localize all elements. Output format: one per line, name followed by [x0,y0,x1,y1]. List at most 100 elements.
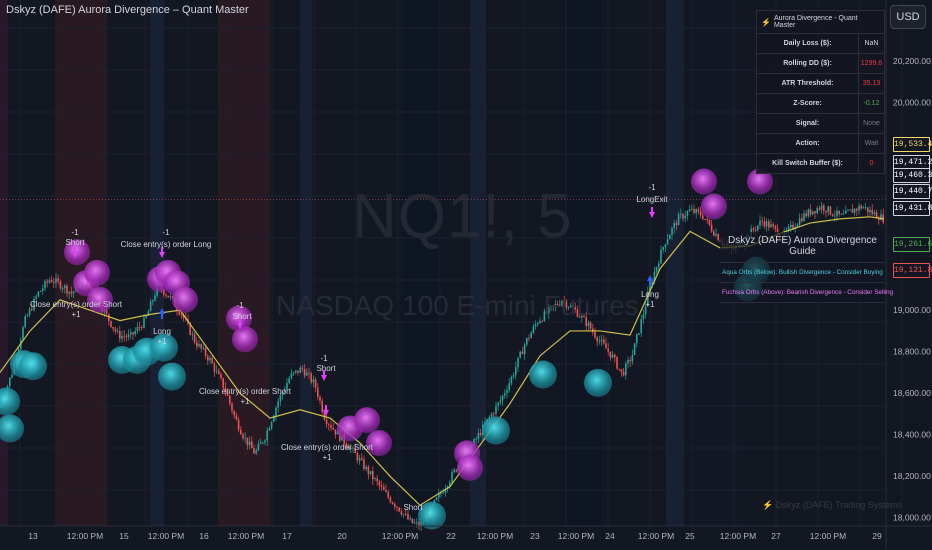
aqua-orb-1 [0,414,24,443]
candle-body [321,400,323,413]
aqua-orb-11 [529,360,557,389]
candle-body [275,407,277,417]
candle-body [72,291,75,294]
candle-body [853,208,856,213]
candle-body [501,395,504,401]
candle-body [550,305,552,308]
candle-body [180,314,183,316]
candle-body [559,304,561,306]
candle-body [444,488,447,493]
dashboard-row-label: Rolling DD ($): [757,54,859,73]
candle-body [695,209,697,213]
currency-button[interactable]: USD [890,5,926,29]
candle-body [218,370,220,375]
trade-annotation: Close entry(s) order Short [280,443,374,452]
candle-body [48,280,51,283]
candle-body [488,416,491,419]
candle-body [671,227,673,235]
dashboard-row-value: 1299.6 [860,60,883,67]
y-tick-label-5: 18,600.00 [893,388,931,398]
candle-body [121,335,123,339]
candle-body [686,211,689,216]
fuchsia-orb-16 [701,193,727,220]
candle-body [306,372,308,376]
candle-body [105,309,108,315]
candle-body [499,400,502,403]
candle-body [515,367,517,376]
candle-body [398,507,400,512]
candle-body [455,469,458,472]
candle-body [389,497,392,503]
candle-body [801,218,803,221]
fuchsia-orb-15 [691,168,717,195]
candle-body [224,387,227,392]
candle-body [396,506,398,508]
candle-body [385,490,387,493]
candle-body [361,458,363,460]
candle-body [497,402,499,406]
candle-body [290,373,293,379]
indicator-title[interactable]: Dskyz (DAFE) Aurora Divergence – Quant M… [6,4,249,16]
candle-body [299,367,301,373]
candle-body [585,317,587,327]
candle-body [363,459,365,469]
candle-body [592,328,594,332]
candle-body [812,211,814,215]
candle-body [847,210,849,212]
candle-body [831,214,834,216]
price-tag: 19,121.86 [893,263,932,278]
candle-body [849,209,851,211]
aqua-orb-3 [19,352,47,381]
candle-body [262,442,264,444]
candle-body [752,228,755,231]
x-tick-label-12: 12:00 PM [558,531,594,541]
candle-body [838,210,840,215]
candle-body [336,431,339,435]
dashboard-row: Signal: None [757,114,884,134]
candle-body [682,214,684,219]
candle-body [858,205,860,211]
dashboard-row: Action: Wait [757,134,884,154]
candle-body [875,212,878,219]
trade-annotation: Close entry(s) order Short [29,300,123,309]
candle-body [660,249,662,264]
candle-body [145,315,147,318]
x-tick-label-14: 12:00 PM [638,531,674,541]
dashboard-row-label: ATR Threshold: [757,74,859,93]
candle-body [702,215,704,219]
candle-body [119,331,121,339]
dashboard-row: Daily Loss ($): NaN [757,34,884,54]
candle-body [873,212,876,214]
candle-body [286,383,288,390]
candle-body [264,440,266,443]
trade-arrow-down-icon [649,212,655,218]
candle-body [387,492,389,498]
candle-body [279,395,282,402]
candle-body [244,437,246,439]
candle-body [581,315,583,318]
candle-body [215,370,218,372]
candle-body [684,215,686,219]
trade-annotation: Short [316,364,336,373]
candle-body [805,213,807,217]
candle-body [57,278,59,282]
aqua-orb-7 [150,333,178,362]
dashboard-title: Aurora Divergence - Quant Master [773,15,858,29]
candle-body [246,437,249,446]
trade-arrow-shaft-5 [161,314,163,319]
candle-body [504,393,506,396]
candle-body [537,323,539,325]
trade-annotation: -1 [162,228,170,237]
candle-body [570,305,572,308]
candle-body [825,210,827,213]
candle-body [640,319,642,333]
candle-body [308,372,310,374]
candle-body [554,304,557,306]
candle-body [284,389,286,393]
fuchsia-orb-11 [354,407,380,434]
candle-body [323,412,326,420]
candle-body [625,363,627,376]
candle-body [123,335,125,337]
candle-body [24,316,26,328]
